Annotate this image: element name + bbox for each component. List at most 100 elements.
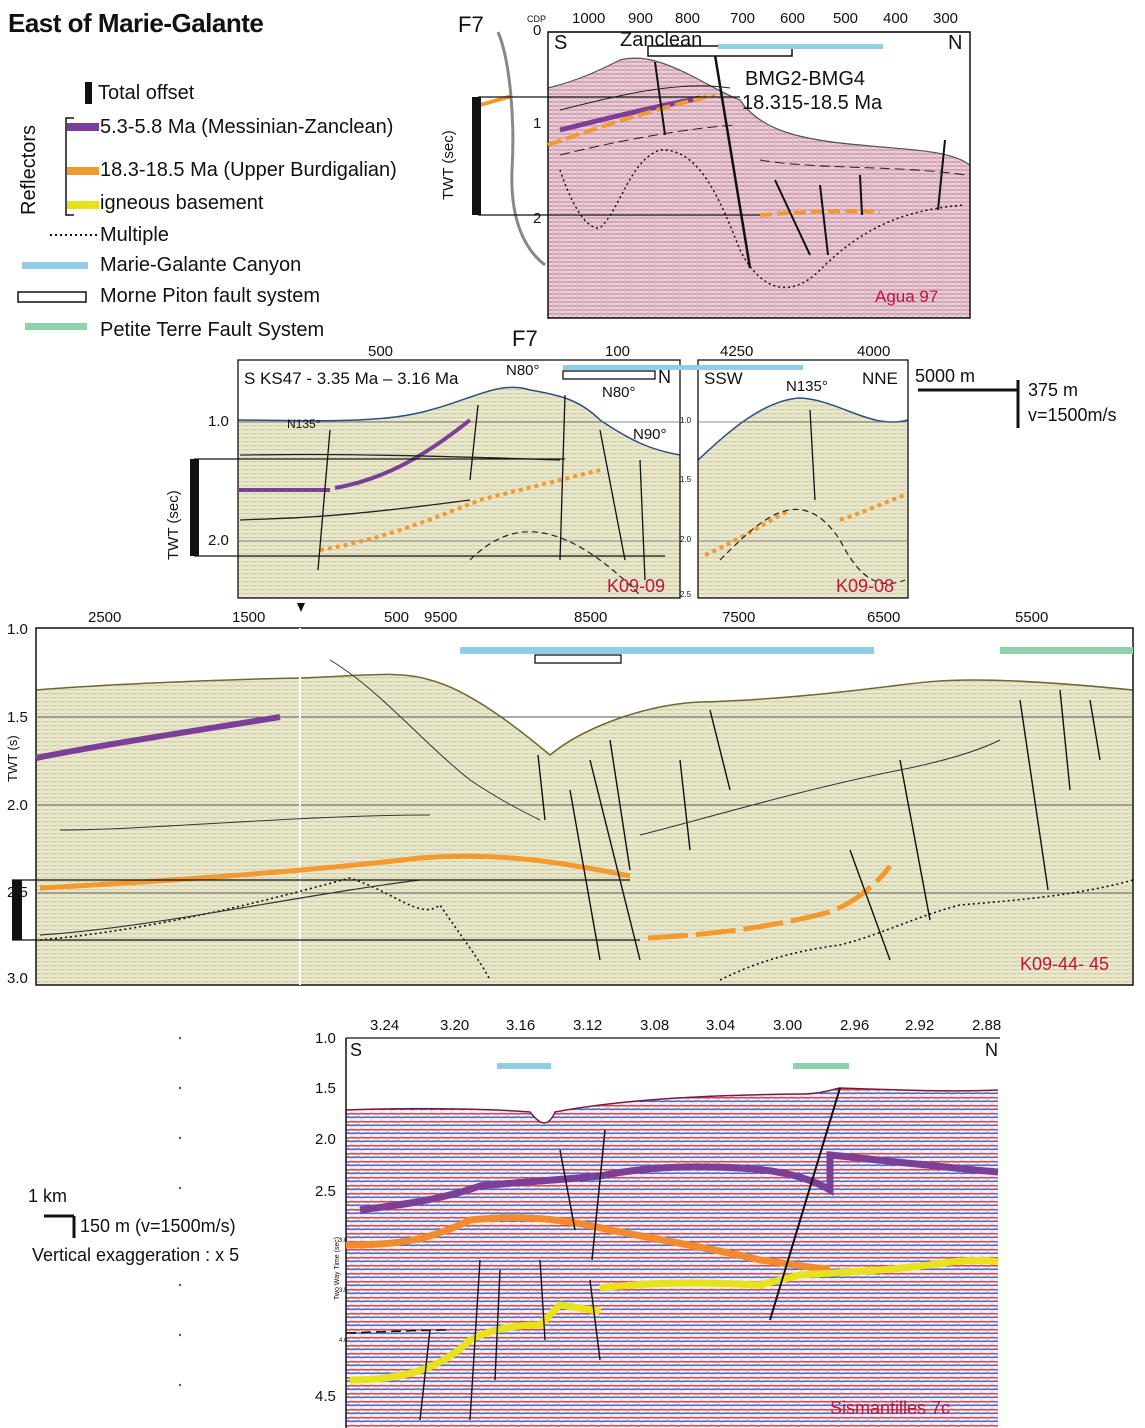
p3-cdp-6500: 6500 [867, 609, 901, 626]
figure-title: East of Marie-Galante [8, 8, 264, 38]
p1-profile-name: Agua 97 [875, 287, 939, 306]
p2-profile-right: K09-08 [836, 576, 895, 596]
p4-twt-4-5: 4.5 [315, 1388, 336, 1405]
p3-cdp-8500: 8500 [574, 609, 608, 626]
p1-fault-label: F7 [458, 12, 484, 37]
legend-multiple: Multiple [100, 224, 169, 246]
p3-cdp-7500: 7500 [722, 609, 756, 626]
p4-north: N [985, 1040, 998, 1060]
p4-tick-3-12: 3.12 [573, 1017, 603, 1034]
scale4-h: 1 km [28, 1186, 68, 1206]
p1-cdp-label: CDP [527, 14, 547, 24]
p1-cdp-700: 700 [730, 10, 756, 27]
p4-tick-2-92: 2.92 [905, 1017, 935, 1034]
p1-twt-label: TWT (sec) [440, 130, 457, 200]
legend-graphics [17, 82, 99, 330]
p2-ssw: SSW [704, 369, 743, 388]
p3-twt-2-5: 2.5 [7, 884, 28, 901]
p4-inner-3-5: 3.5 [339, 1288, 348, 1294]
p4-inner-3-0: 3.0 [339, 1238, 348, 1244]
panel4-seismic [345, 1037, 1000, 1428]
p3-twt-3-0: 3.0 [7, 970, 28, 987]
scale4-v: 150 m (v=1500m/s) [80, 1216, 236, 1236]
legend-reflector-orange: 18.3-18.5 Ma (Upper Burdigalian) [100, 159, 397, 181]
p1-cdp-800: 800 [675, 10, 701, 27]
p2-north: N [658, 367, 671, 387]
p4-inner-4-0: 4.0 [339, 1338, 348, 1344]
scale4-graphics [44, 1036, 182, 1387]
p1-zanclean: Zanclean [620, 29, 703, 51]
p1-bmg-age: 18.315-18.5 Ma [742, 92, 883, 114]
p4-tick-3-04: 3.04 [706, 1017, 736, 1034]
p1-bmg: BMG2-BMG4 [745, 68, 866, 90]
p4-tick-2-88: 2.88 [972, 1017, 1002, 1034]
p1-cdp-1000: 1000 [572, 10, 606, 27]
p3-cdp-500: 500 [384, 609, 410, 626]
p2-n135b: N135° [786, 378, 828, 395]
p3-twt-1-5: 1.5 [7, 709, 28, 726]
legend-canyon: Marie-Galante Canyon [100, 254, 302, 276]
p1-cdp-300: 300 [933, 10, 959, 27]
p2-n90: N90° [633, 426, 667, 443]
p2-profile-left: K09-09 [607, 576, 666, 596]
p3-twt-1-0: 1.0 [7, 621, 28, 638]
p4-twt-1-0: 1.0 [315, 1030, 336, 1047]
panel3-seismic [12, 603, 1134, 986]
p3-cdp-2500: 2500 [88, 609, 122, 626]
p1-south: S [554, 32, 568, 54]
p2-twt-label: TWT (sec) [165, 490, 182, 560]
legend-reflector-yellow: igneous basement [100, 192, 264, 214]
p2-n80a: N80° [506, 362, 540, 379]
p4-tick-3-08: 3.08 [640, 1017, 670, 1034]
p2-small-1-0: 1.0 [680, 416, 692, 425]
p1-twt-0: 0 [533, 22, 542, 39]
p1-cdp-500: 500 [833, 10, 859, 27]
p1-cdp-600: 600 [780, 10, 806, 27]
legend-total-offset: Total offset [98, 82, 195, 104]
p2-small-2-5: 2.5 [680, 590, 692, 599]
legend-reflector-purple: 5.3-5.8 Ma (Messinian-Zanclean) [100, 116, 394, 138]
p3-twt-label: TWT (s) [5, 735, 20, 782]
p2-cdp-4250: 4250 [720, 343, 754, 360]
p3-twt-2-0: 2.0 [7, 797, 28, 814]
p2-scale-v2: v=1500m/s [1028, 405, 1117, 425]
p2-n80b: N80° [602, 384, 636, 401]
p4-tick-3-20: 3.20 [440, 1017, 470, 1034]
p4-tick-3-16: 3.16 [506, 1017, 536, 1034]
p2-cdp-100: 100 [605, 343, 631, 360]
p1-north: N [948, 32, 963, 54]
p2-scale-h: 5000 m [915, 366, 976, 386]
panel1-seismic [472, 31, 971, 319]
p4-tick-3-00: 3.00 [773, 1017, 803, 1034]
p2-n135a: N135° [287, 417, 321, 431]
p4-twt-2-0: 2.0 [315, 1131, 336, 1148]
p2-cdp-4000: 4000 [857, 343, 891, 360]
p1-cdp-400: 400 [883, 10, 909, 27]
p4-profile-name: Sismantilles 7c [830, 1398, 951, 1418]
p4-twt-2-5: 2.5 [315, 1183, 336, 1200]
p2-fault-label: F7 [512, 326, 538, 351]
panel2-seismic [190, 359, 1020, 599]
scale4-ve: Vertical exaggeration : x 5 [32, 1245, 240, 1265]
p2-cdp-500: 500 [368, 343, 394, 360]
p1-twt-1: 1 [533, 115, 542, 132]
p4-south: S [350, 1040, 363, 1060]
p2-south-label: S KS47 - 3.35 Ma – 3.16 Ma [244, 369, 459, 388]
p3-profile-name: K09-44- 45 [1020, 954, 1110, 974]
p1-twt-2: 2 [533, 210, 542, 227]
legend-petite-terre: Petite Terre Fault System [100, 319, 325, 341]
p4-tick-3-24: 3.24 [370, 1017, 400, 1034]
legend-reflectors-label: Reflectors [18, 124, 40, 215]
p2-small-2-0: 2.0 [680, 535, 692, 544]
p3-cdp-1500: 1500 [232, 609, 266, 626]
p4-twt-1-5: 1.5 [315, 1080, 336, 1097]
p2-scale-v: 375 m [1028, 380, 1079, 400]
legend-morne-piton: Morne Piton fault system [100, 285, 321, 307]
p2-twt-2-0: 2.0 [208, 532, 229, 549]
p2-small-1-5: 1.5 [680, 475, 692, 484]
p3-cdp-9500: 9500 [424, 609, 458, 626]
p2-nne: NNE [862, 369, 898, 388]
p2-twt-1-0: 1.0 [208, 413, 229, 430]
p4-tick-2-96: 2.96 [840, 1017, 870, 1034]
